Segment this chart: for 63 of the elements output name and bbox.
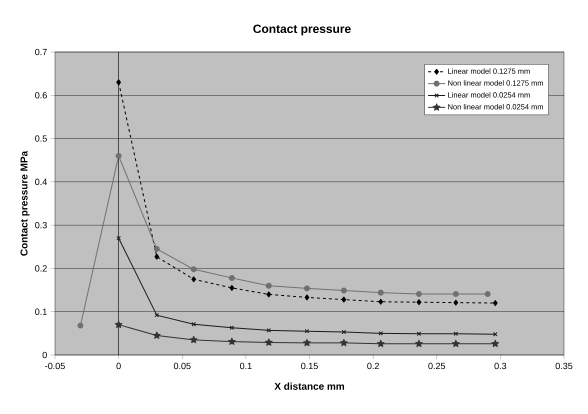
point (266, 291, 272, 298)
y-tick-label: 0.5 (35, 135, 47, 142)
point (416, 290, 422, 297)
point (264, 338, 273, 346)
point (154, 312, 160, 318)
x-tick-label: 0.1 (240, 362, 252, 370)
point (154, 254, 160, 260)
point (341, 296, 346, 303)
y-axis-title: Contact pressure MPa (20, 150, 30, 256)
point (340, 288, 347, 294)
point (230, 325, 234, 330)
x-tick-label: -0.05 (45, 362, 65, 370)
point (452, 290, 459, 297)
point (492, 300, 498, 306)
point (342, 330, 346, 334)
y-tick-label: 0 (42, 352, 47, 358)
point (77, 322, 84, 329)
x-axis-title: X distance mm (274, 382, 344, 390)
y-tick-label: 0.3 (35, 222, 47, 228)
point (454, 332, 458, 336)
point (416, 332, 422, 336)
point (116, 79, 121, 86)
point (378, 298, 384, 305)
point (304, 294, 310, 300)
point (228, 274, 235, 281)
point (378, 331, 384, 336)
point (376, 340, 385, 348)
y-tick-label: 0.1 (35, 308, 47, 315)
x-tick-label: 0.2 (367, 362, 379, 370)
point (378, 290, 384, 296)
point (116, 152, 122, 159)
point (190, 266, 197, 272)
y-tick-label: 0.7 (35, 48, 47, 56)
point (230, 284, 234, 291)
point (304, 328, 310, 334)
point (152, 332, 161, 339)
point (228, 338, 236, 345)
point (114, 320, 122, 328)
point (484, 290, 491, 297)
point (452, 340, 460, 348)
y-tick-label: 0.6 (35, 92, 47, 98)
point (191, 322, 196, 327)
x-tick-label: 0.15 (301, 362, 318, 370)
x-tick-label: 0.3 (494, 362, 506, 370)
y-tick-label: 0.2 (35, 265, 47, 272)
x-tick-label: 0.25 (428, 362, 446, 370)
point (191, 276, 196, 282)
point (304, 285, 310, 292)
x-tick-label: 0 (116, 362, 121, 370)
point (154, 246, 160, 252)
point (190, 336, 198, 344)
point (453, 300, 458, 306)
point (266, 328, 272, 333)
x-tick-label: 0.35 (556, 362, 572, 370)
chart-title: Contact pressure (253, 24, 351, 36)
point (340, 338, 348, 346)
x-tick-label: 0.05 (174, 362, 191, 370)
point (415, 340, 423, 348)
y-tick-label: 0.4 (35, 178, 47, 186)
point (491, 340, 500, 348)
point (303, 338, 311, 346)
point (266, 282, 272, 289)
point (416, 299, 422, 306)
